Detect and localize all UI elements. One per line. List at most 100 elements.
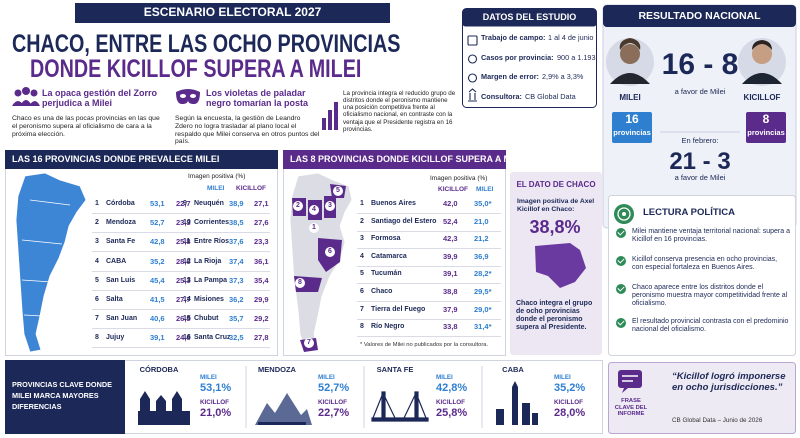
province: Santa Fe [106,238,136,246]
header-band [75,3,390,23]
check-icon [616,228,626,238]
milei-value: 52,7 [150,218,165,228]
note-body: La provincia integra el reducido grupo d… [343,90,456,133]
province: Córdoba [106,200,135,207]
kicillof-value: 42,0 [443,199,458,208]
study-label: Margen de error: [481,72,539,81]
chaco-label: Imagen positiva de Axel Kicillof en Chac… [517,198,595,213]
row-separator [92,328,270,330]
kicillof-value: 36,1 [254,256,269,266]
kicillof-value: 26,5 [176,314,191,324]
kicillof-value: 23,3 [176,218,191,228]
kicker: ESCENARIO ELECTORAL 2027 [143,5,322,19]
rank: 13 [183,276,191,284]
note-title: La opaca gestión del Zorro perjudica a M… [42,88,158,109]
study-value: 2,9% a 3,3% [542,72,584,81]
rank: 4 [95,257,99,265]
province: Jujuy [106,334,125,342]
rank: 8 [95,334,99,342]
rank: 2 [95,219,99,227]
milei-value: 35,2% [554,382,586,394]
row-separator [92,309,270,310]
feb-label: En febrero: [681,136,719,145]
rank: 7 [95,315,99,323]
row-separator [92,347,270,349]
rank: 15 [183,315,191,323]
row-separator [357,265,501,267]
study-value: 1 al 4 de junio [548,33,594,42]
milei-value: 36,2 [229,295,244,304]
map-label: 6 [325,247,335,257]
kicillof-value: 42,3 [443,234,458,244]
city-name: SANTA FE [376,365,414,374]
row-separator [92,251,270,253]
rank: 11 [183,238,191,246]
quote-box [608,362,796,434]
milei-label: MILEI [554,374,571,381]
note-body: Chaco es una de las pocas provincias en … [12,115,160,138]
rank: 9 [183,200,187,207]
kicillof-value: 27,6 [254,218,269,228]
milei-value: 37,6 [229,237,244,247]
map-label: 1 [309,223,319,233]
rank: 1 [95,200,99,207]
kicillof-value: 35,4 [254,275,269,285]
kicillof-box-number: 8 [762,112,770,126]
milei-name: MILEI [619,93,641,102]
kicillof-value: 27,8 [254,333,269,343]
province: Formosa [371,235,401,243]
kicillof-value: 23,3 [254,237,269,247]
province: Neuquén [194,200,224,207]
milei-label: MILEI [436,374,453,381]
milei-value: 37,3 [229,275,244,285]
milei-value: 21,2 [474,234,489,244]
reading-icon [614,204,634,224]
title-line-1: CHACO, ENTRE LAS OCHO PROVINCIAS [12,30,401,58]
rank: 7 [360,305,364,313]
province: San Juan [106,315,138,323]
milei-value: 31,4* [474,322,492,332]
kicillof-value: 22,7% [318,407,350,419]
province: Santa Cruz [194,334,231,342]
milei-value: 21,0 [474,216,489,226]
map-label: 5 [333,186,343,196]
province: Entre Ríos [194,238,230,246]
row-separator [357,301,501,302]
milei-value: 29,5* [474,287,492,296]
rank: 8 [360,323,364,331]
national-header [603,5,796,27]
note-title: Los violetas de paladar negro tomarían l… [206,88,309,109]
rank: 3 [95,238,99,246]
milei-box-number: 16 [625,112,639,126]
reading-item: El resultado provincial contrasta con el… [632,318,789,334]
province: Catamarca [371,252,407,260]
province: Río Negro [371,323,405,331]
score-caption: a favor de Milei [674,87,726,96]
city-icons [138,381,538,425]
kicillof-value: 29,9 [254,295,269,304]
province: Chubut [194,315,219,323]
note-body: Según la encuesta, la gestión de Leandro… [175,115,320,146]
map-borders [21,199,71,317]
milei-value: 38,5 [229,218,244,228]
kicillof-label: KICILLOF [318,399,348,406]
milei-value: 35,2 [150,256,165,266]
col-kicillof: KICILLOF [236,185,266,192]
kicillof-value: 27,7 [176,295,191,304]
rank: 14 [183,296,191,303]
note-icon-people [12,87,40,106]
portrait-milei [606,38,654,86]
quote-text: “Kicillof logró imponerse en ocho jurisd… [672,371,786,393]
rank: 5 [95,276,99,284]
kicillof-label: KICILLOF [436,399,466,406]
milei-value: 29,0* [474,304,492,314]
rank: 3 [360,235,364,243]
kicillof-value: 52,4 [443,216,458,226]
row-separator [357,283,501,285]
province: Mendoza [106,219,136,227]
rank: 1 [360,200,364,207]
row-separator [92,213,270,214]
kicillof-label: KICILLOF [200,399,230,406]
reading-item: Milei mantiene ventaja territorial nacio… [632,228,790,244]
